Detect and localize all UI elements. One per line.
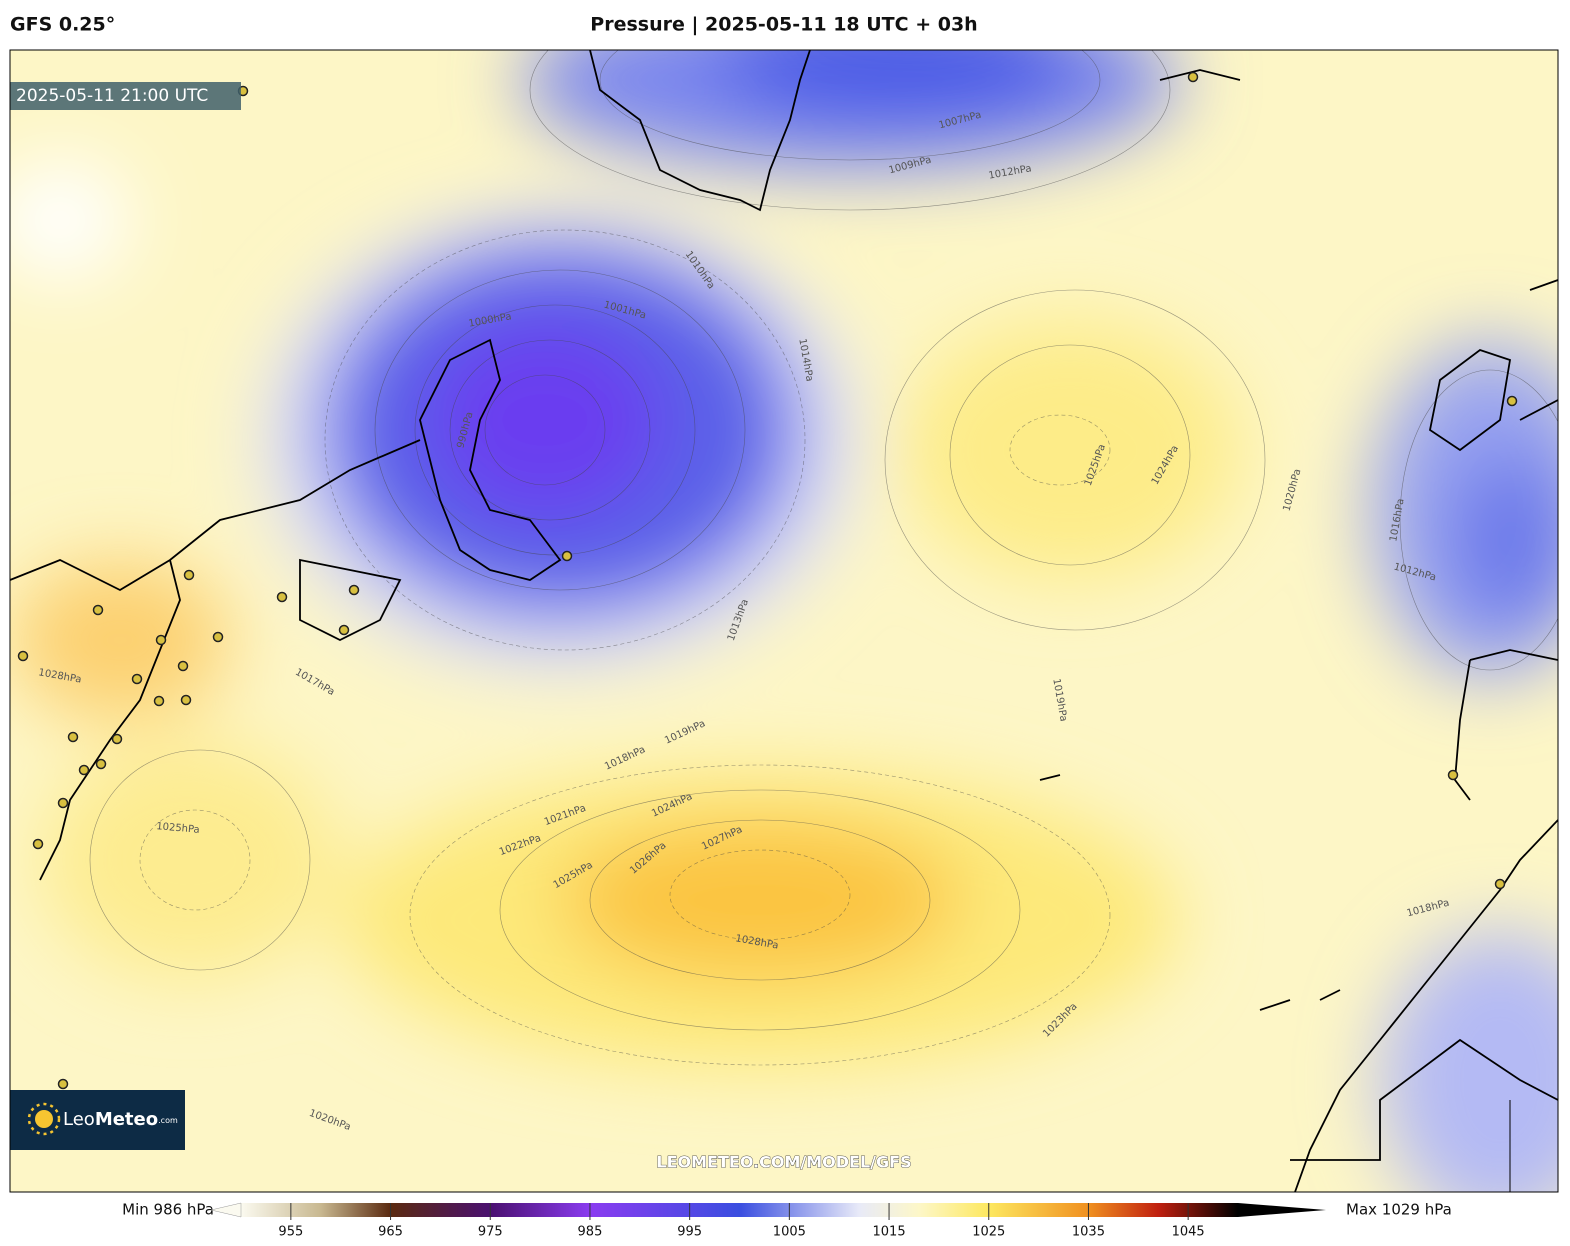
colorbar-tick-label: 1025 [972, 1225, 1005, 1240]
map-title: Pressure | 2025-05-11 18 UTC + 03h [590, 14, 977, 36]
model-name: GFS 0.25° [10, 14, 115, 36]
colorbar-max: Max 1029 hPa [1346, 1201, 1452, 1219]
colorbar-min: Min 986 hPa [122, 1201, 214, 1219]
logo-text: LeoMeteo.com [63, 1109, 178, 1130]
time-badge [10, 82, 241, 110]
colorbar-tick-label: 985 [578, 1225, 603, 1240]
isobars [89, 50, 1558, 1066]
colorbar-tick-label: 1045 [1172, 1225, 1205, 1240]
colorbar-tick-label: 955 [278, 1225, 303, 1240]
colorbar-arrow-high [1238, 1203, 1326, 1217]
colorbar-arrow-low [210, 1202, 242, 1218]
colorbar-tick-label: 1015 [873, 1225, 906, 1240]
watermark: LEOMETEO.COM/MODEL/GFS [656, 1153, 911, 1172]
colorbar-tick-label: 965 [378, 1225, 403, 1240]
coastlines [10, 50, 1558, 1192]
valid-time: 2025-05-11 21:00 UTC [16, 86, 208, 106]
colorbar-tick-label: 1005 [773, 1225, 806, 1240]
logo-suffix: .com [158, 1116, 178, 1125]
isobar-label: 1025hPa [156, 821, 200, 836]
colorbar-tick-label: 975 [478, 1225, 503, 1240]
logo-bold: Meteo [95, 1109, 158, 1130]
colorbar-tick-label: 995 [677, 1225, 702, 1240]
logo-sun [27, 1102, 61, 1136]
colorbar-tick-label: 1035 [1072, 1225, 1105, 1240]
map-frame [9, 49, 1559, 1193]
city-markers [17, 71, 1518, 1090]
logo-light: Leo [63, 1109, 95, 1130]
colorbar: 955 965 975 985 995 1005 1015 1025 1035 1045 [210, 1202, 1326, 1240]
